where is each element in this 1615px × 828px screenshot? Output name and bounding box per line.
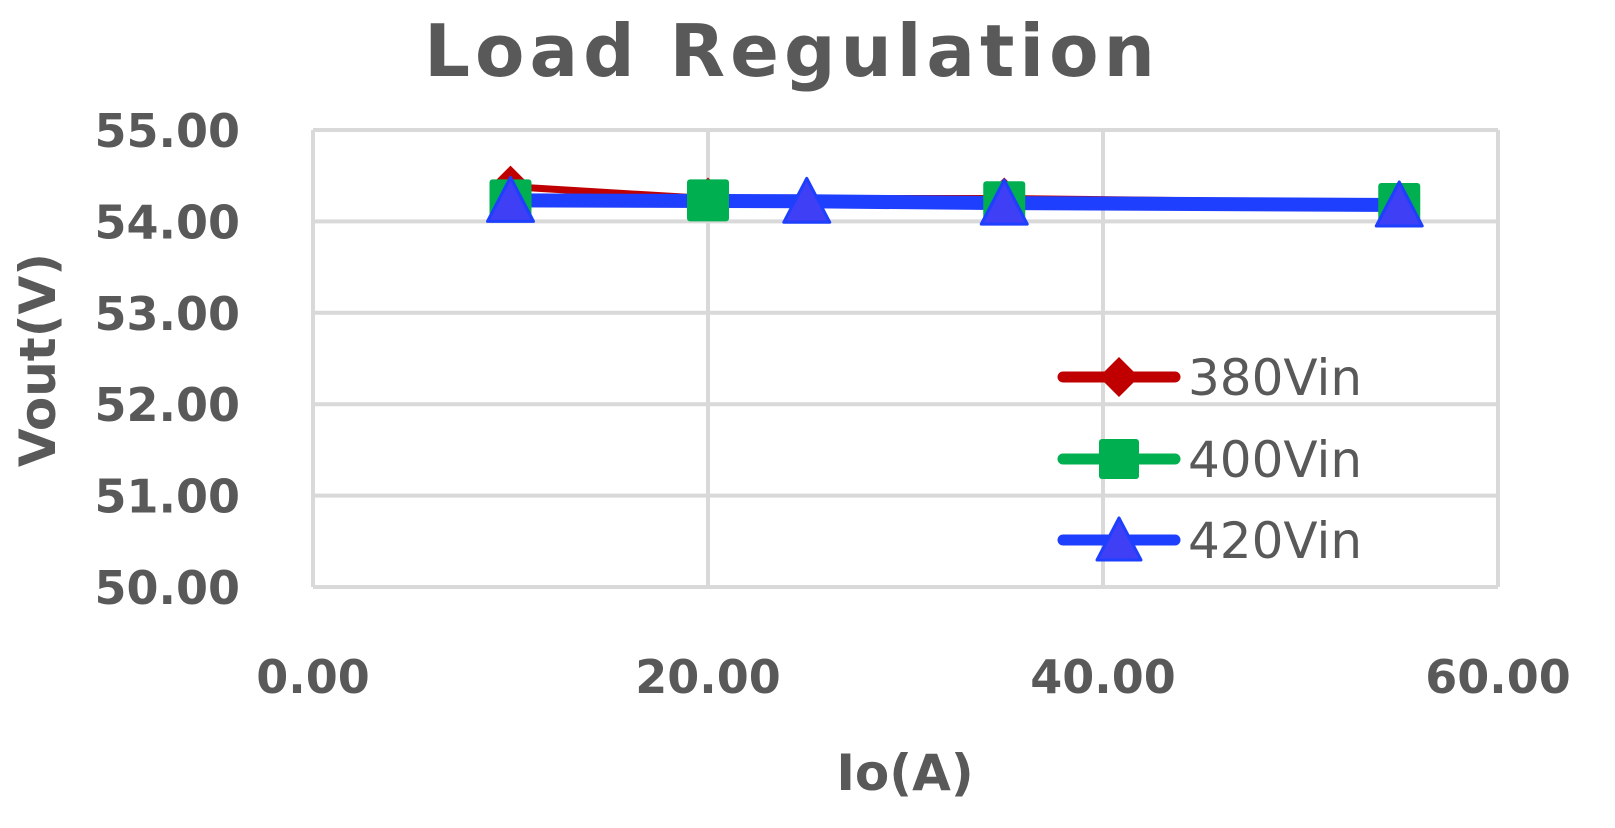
y-axis-label: Vout(V) [9,253,67,467]
x-tick-label: 20.00 [635,650,781,704]
legend: 380Vin 400Vin 420Vin [1057,349,1362,570]
y-tick-label: 52.00 [94,378,240,432]
triangle-marker-icon [782,176,832,224]
y-axis-ticks: 55.00 54.00 53.00 52.00 51.00 50.00 [94,104,240,615]
triangle-marker-icon [486,175,535,223]
legend-item-380Vin[interactable]: 380Vin [1057,349,1362,407]
chart-title: Load Regulation [424,9,1160,93]
diamond-marker-icon [1099,357,1139,397]
series-420Vin [503,193,1407,212]
y-tick-label: 54.00 [94,195,240,249]
square-marker-icon [1099,439,1139,479]
legend-label: 380Vin [1188,349,1362,407]
square-marker-icon [687,179,729,222]
legend-label: 400Vin [1188,431,1362,489]
legend-label: 420Vin [1188,512,1362,570]
legend-item-400Vin[interactable]: 400Vin [1057,431,1362,489]
y-tick-label: 55.00 [94,104,240,158]
x-axis-label: Io(A) [836,744,973,802]
y-tick-label: 53.00 [94,287,240,341]
data-series [486,165,1424,228]
series-markers-420Vin [486,175,1424,228]
x-tick-label: 40.00 [1030,650,1176,704]
x-axis-ticks: 0.00 20.00 40.00 60.00 [256,650,1571,704]
triangle-marker-icon [979,178,1029,226]
series-line [503,193,1407,212]
triangle-marker-icon [1095,516,1143,562]
x-tick-label: 0.00 [256,650,370,704]
triangle-marker-icon [1374,180,1424,228]
y-tick-label: 51.00 [94,470,240,524]
legend-item-420Vin[interactable]: 420Vin [1057,512,1362,570]
x-tick-label: 60.00 [1425,650,1571,704]
y-tick-label: 50.00 [94,561,240,615]
